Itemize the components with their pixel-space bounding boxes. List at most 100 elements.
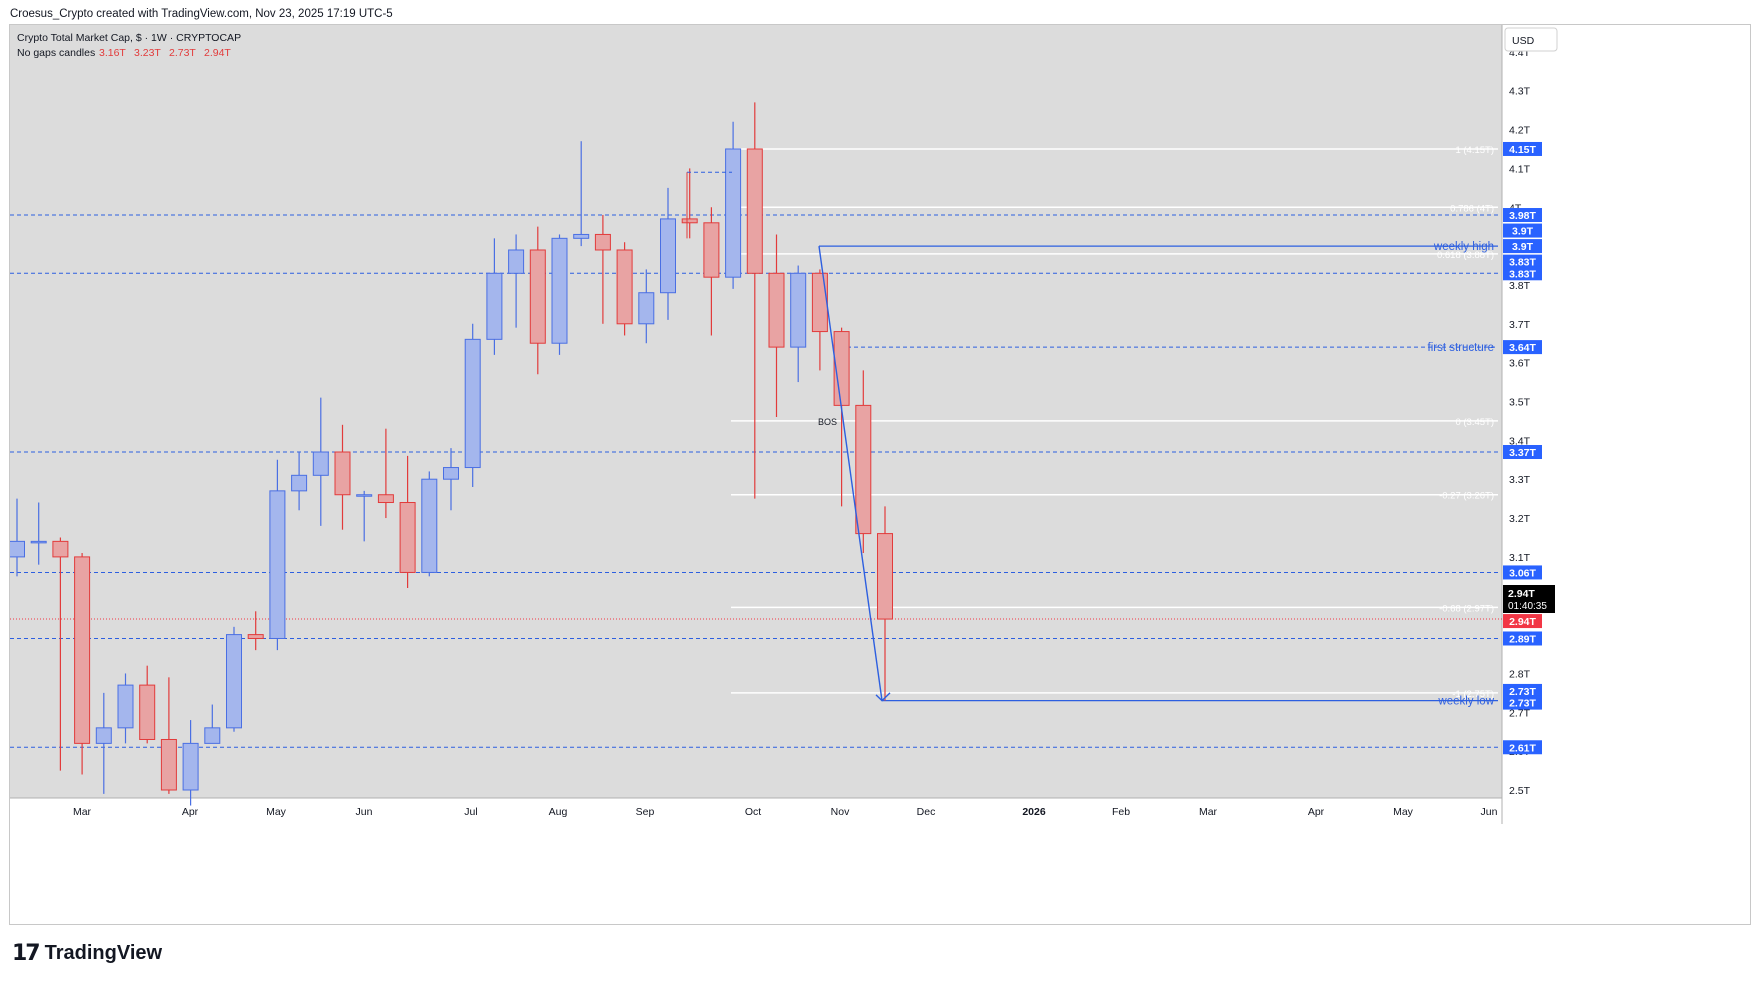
price-tick-label: 3.3T <box>1509 474 1531 486</box>
legend-high: 3.23T <box>134 47 161 59</box>
fib-level-label: 0.618 (3.88T) <box>1437 250 1494 261</box>
time-tick-label: Jul <box>464 806 477 818</box>
candle-body <box>529 249 546 344</box>
candle <box>573 141 590 247</box>
candlestick-chart[interactable]: 2.5T2.6T2.7T2.8T2.9T3T3.1T3.2T3.3T3.4T3.… <box>10 25 1750 924</box>
current-price-label: 2.94T <box>1508 588 1535 600</box>
price-tick-label: 3.2T <box>1509 513 1531 525</box>
price-badge-bg <box>1503 695 1542 710</box>
level-label: weekly low <box>1437 696 1494 708</box>
price-badge-label: 2.73T <box>1509 686 1536 698</box>
time-tick-label: May <box>266 806 287 818</box>
price-tick-label: 2.7T <box>1509 707 1531 719</box>
candle <box>377 428 394 519</box>
candle <box>508 234 525 328</box>
bos-label: BOS <box>818 417 837 427</box>
trend-drawings[interactable]: BOS <box>686 171 891 702</box>
price-badge: 3.83T <box>1503 266 1542 281</box>
tradingview-wordmark: TradingView <box>44 942 163 964</box>
candle-body <box>464 338 481 469</box>
candle-body <box>421 478 438 573</box>
candle <box>877 506 893 701</box>
price-tick-label: 4.3T <box>1509 86 1531 98</box>
currency-button[interactable]: USD <box>1504 27 1558 52</box>
legend-close: 2.94T <box>204 47 231 59</box>
candle <box>291 452 308 511</box>
candle-body <box>312 451 329 476</box>
candle <box>725 121 742 289</box>
candle <box>30 502 47 565</box>
price-badge-bg <box>1503 740 1542 755</box>
candle <box>660 187 676 320</box>
price-badge: 2.61T <box>1503 740 1542 755</box>
price-badge-label: 3.64T <box>1509 342 1536 354</box>
legend-subtitle: No gaps candles <box>17 47 95 59</box>
price-tick-label: 4.2T <box>1509 125 1531 137</box>
candle <box>811 269 828 371</box>
price-badge-bg <box>1503 239 1542 254</box>
candle-body <box>616 249 633 325</box>
countdown-label: 01:40:35 <box>1508 601 1547 612</box>
fib-level-label: -0.27 (3.26T) <box>1439 491 1494 502</box>
candle-body <box>768 272 785 348</box>
price-badge-bg <box>1503 266 1542 281</box>
candle-body <box>746 148 763 274</box>
candles <box>10 102 893 806</box>
price-badge-label: 3.98T <box>1509 210 1536 222</box>
time-tick-label: Apr <box>182 806 199 818</box>
candle <box>443 448 459 511</box>
chart-credit: Croesus_Crypto created with TradingView.… <box>10 8 393 20</box>
price-badge-label: 3.9T <box>1512 241 1534 253</box>
price-badge-label: 3.37T <box>1509 447 1536 459</box>
fib-level-label: 0.786 (4T) <box>1450 203 1494 214</box>
price-tick-label: 3.8T <box>1509 280 1531 292</box>
candle <box>594 215 611 324</box>
candle-body <box>334 451 351 496</box>
price-badge-label: 4.15T <box>1509 144 1536 156</box>
candle-body <box>52 540 69 558</box>
candle-body <box>204 727 221 744</box>
price-badge: 3.06T <box>1503 565 1542 580</box>
fibonacci-extension[interactable]: 1 (4.15T) 0.786 (4T) 0.618 (3.88T) 0 (3.45T… <box>731 145 1498 700</box>
candle-body <box>573 233 590 239</box>
chart-frame[interactable]: 2.5T2.6T2.7T2.8T2.9T3T3.1T3.2T3.3T3.4T3.… <box>9 24 1751 925</box>
candle-body <box>790 272 807 348</box>
price-badge-label: 3.83T <box>1509 257 1536 269</box>
candle-body <box>660 218 676 294</box>
currency-label: USD <box>1512 35 1535 47</box>
time-tick-label: Jun <box>1481 806 1498 818</box>
price-badge: 3.98T <box>1503 208 1542 223</box>
fib-level-label: 1 (4.15T) <box>1455 145 1494 156</box>
candle <box>616 242 633 336</box>
time-axis[interactable]: Mar Apr May Jun Jul Aug Sep Oct Nov Dec 2026 Feb Mar… <box>73 806 1498 818</box>
fib-level-label: 0 (3.45T) <box>1455 417 1494 428</box>
candle <box>10 498 25 577</box>
candle <box>312 397 329 526</box>
price-badge: 3.64T <box>1503 340 1542 355</box>
candle-body <box>551 237 568 344</box>
time-tick-label: Aug <box>549 806 568 818</box>
candle <box>529 226 546 375</box>
candle-body <box>443 467 459 480</box>
price-badge: 2.89T <box>1503 631 1542 646</box>
price-badge: 3.9T <box>1503 223 1542 238</box>
candle-body <box>638 292 655 325</box>
price-badge-bg <box>1503 208 1542 223</box>
tradingview-logo[interactable]: 17 TradingView <box>12 941 162 966</box>
time-tick-label: Nov <box>831 806 850 818</box>
candle <box>855 370 872 554</box>
price-badge: 3.37T <box>1503 445 1542 460</box>
countdown-bg <box>1503 585 1555 613</box>
candle-body <box>139 684 156 740</box>
candle-body <box>269 490 286 639</box>
price-badge: 4.15T <box>1503 141 1542 156</box>
price-badge-label: 3.83T <box>1509 268 1536 280</box>
price-badge-bg <box>1503 340 1542 355</box>
trend-arrow[interactable] <box>818 246 883 701</box>
price-tick-label: 3.6T <box>1509 358 1531 370</box>
price-badge-bg <box>1503 141 1542 156</box>
price-tick-label: 3.4T <box>1509 435 1531 447</box>
candle <box>334 424 351 530</box>
time-tick-label: 2026 <box>1022 806 1046 818</box>
